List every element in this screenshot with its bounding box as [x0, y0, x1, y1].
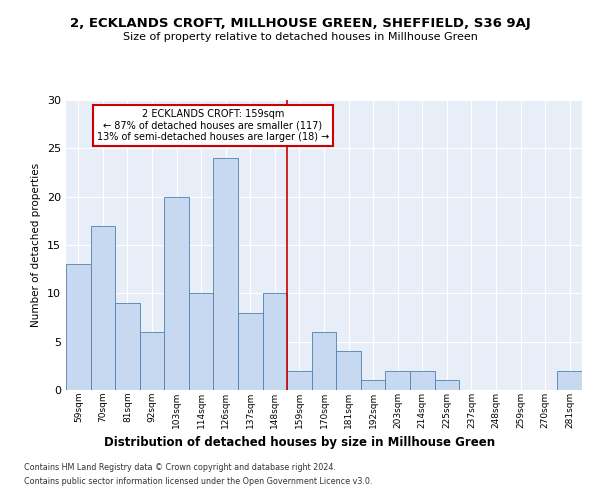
Text: Size of property relative to detached houses in Millhouse Green: Size of property relative to detached ho… [122, 32, 478, 42]
Bar [189, 294, 214, 390]
Bar [385, 370, 410, 390]
Text: 2 ECKLANDS CROFT: 159sqm
← 87% of detached houses are smaller (117)
13% of semi-: 2 ECKLANDS CROFT: 159sqm ← 87% of detach… [97, 108, 329, 142]
Bar [115, 303, 140, 390]
Text: Contains HM Land Registry data © Crown copyright and database right 2024.: Contains HM Land Registry data © Crown c… [24, 464, 336, 472]
Bar [336, 352, 361, 390]
Bar [434, 380, 459, 390]
Text: 2, ECKLANDS CROFT, MILLHOUSE GREEN, SHEFFIELD, S36 9AJ: 2, ECKLANDS CROFT, MILLHOUSE GREEN, SHEF… [70, 18, 530, 30]
Bar [557, 370, 582, 390]
Bar [287, 370, 312, 390]
Bar [410, 370, 434, 390]
Bar [312, 332, 336, 390]
Bar [91, 226, 115, 390]
Bar [66, 264, 91, 390]
Bar [164, 196, 189, 390]
Text: Distribution of detached houses by size in Millhouse Green: Distribution of detached houses by size … [104, 436, 496, 449]
Bar [214, 158, 238, 390]
Bar [361, 380, 385, 390]
Y-axis label: Number of detached properties: Number of detached properties [31, 163, 41, 327]
Bar [263, 294, 287, 390]
Bar [140, 332, 164, 390]
Text: Contains public sector information licensed under the Open Government Licence v3: Contains public sector information licen… [24, 477, 373, 486]
Bar [238, 312, 263, 390]
